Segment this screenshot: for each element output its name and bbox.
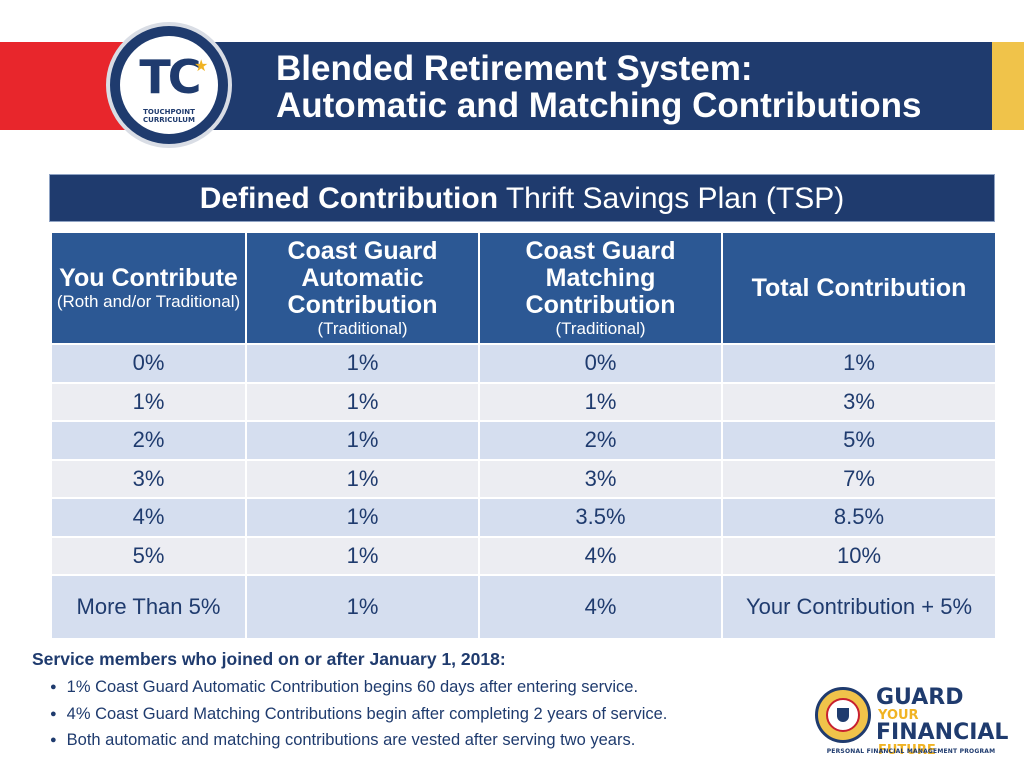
- table-cell: 4%: [50, 497, 247, 538]
- table-row: 1% 1% 1% 3%: [50, 381, 997, 422]
- table-cell: 2%: [478, 420, 723, 461]
- table-row: More Than 5% 1% 4% Your Contribution + 5…: [50, 574, 997, 640]
- table-cell: 2%: [50, 420, 247, 461]
- table-cell: 7%: [721, 458, 997, 499]
- header-subtitle: (Traditional): [317, 318, 408, 338]
- table-cell: 3%: [50, 458, 247, 499]
- header-subtitle: (Traditional): [555, 318, 646, 338]
- header-title: Coast Guard Automatic Contribution: [287, 236, 438, 319]
- table-cell: 1%: [245, 458, 480, 499]
- logo-letters: TC: [139, 50, 201, 104]
- header-subtitle: (Roth and/or Traditional): [56, 291, 241, 311]
- program-tagline: PERSONAL FINANCIAL MANAGEMENT PROGRAM: [826, 748, 996, 755]
- header-title: Total Contribution: [751, 273, 967, 302]
- table-row: 4% 1% 3.5% 8.5%: [50, 497, 997, 538]
- table-cell: 1%: [245, 574, 480, 640]
- header-total-contribution: Total Contribution: [721, 231, 997, 345]
- title-line-2: Automatic and Matching Contributions: [276, 86, 922, 125]
- guard-your-financial-future-logo: GUARD YOUR FINANCIAL FUTURE: [876, 685, 1009, 758]
- page-title: Blended Retirement System: Automatic and…: [276, 50, 922, 124]
- list-item: Both automatic and matching contribution…: [50, 729, 667, 756]
- table-cell: 1%: [721, 343, 997, 384]
- logo-line-future: FUTURE: [878, 743, 936, 758]
- logo-subtitle: TOUCHPOINT CURRICULUM: [143, 108, 195, 124]
- touchpoint-curriculum-logo: TC ★ TOUCHPOINT CURRICULUM: [106, 22, 232, 148]
- header-gold-band: [992, 42, 1024, 130]
- banner-regular: Thrift Savings Plan (TSP): [498, 182, 845, 215]
- logo-line-guard: GUARD: [876, 685, 964, 710]
- table-cell: 1%: [245, 497, 480, 538]
- contribution-table: You Contribute (Roth and/or Traditional)…: [50, 231, 997, 640]
- logo-line-your: YOUR: [878, 708, 919, 723]
- logo-line-financial: FINANCIAL: [876, 720, 1009, 745]
- table-cell: 8.5%: [721, 497, 997, 538]
- table-cell: 5%: [50, 535, 247, 576]
- header-blue-band: [150, 42, 992, 130]
- table-row: 3% 1% 3% 7%: [50, 458, 997, 499]
- star-icon: ★: [194, 58, 209, 75]
- table-cell: 1%: [245, 343, 480, 384]
- table-row: 0% 1% 0% 1%: [50, 343, 997, 384]
- table-cell: 1%: [478, 381, 723, 422]
- table-cell: 0%: [50, 343, 247, 384]
- table-cell: 4%: [478, 535, 723, 576]
- table-cell: 4%: [478, 574, 723, 640]
- notes-list: 1% Coast Guard Automatic Contribution be…: [50, 676, 668, 756]
- table-cell: More Than 5%: [50, 574, 247, 640]
- table-header-row: You Contribute (Roth and/or Traditional)…: [50, 231, 997, 345]
- header-title: Coast Guard Matching Contribution: [525, 236, 676, 319]
- table-cell: 1%: [245, 535, 480, 576]
- table-row: 2% 1% 2% 5%: [50, 420, 997, 461]
- table-cell: 1%: [245, 381, 480, 422]
- header-matching-contribution: Coast Guard Matching Contribution (Tradi…: [478, 231, 723, 345]
- table-cell: 3.5%: [478, 497, 723, 538]
- notes-title: Service members who joined on or after J…: [32, 649, 506, 669]
- table-row: 5% 1% 4% 10%: [50, 535, 997, 576]
- header-automatic-contribution: Coast Guard Automatic Contribution (Trad…: [245, 231, 480, 345]
- table-cell: 1%: [245, 420, 480, 461]
- header-title: You Contribute: [59, 263, 238, 292]
- table-cell: 3%: [721, 381, 997, 422]
- section-banner: Defined Contribution Thrift Savings Plan…: [49, 174, 995, 222]
- coast-guard-seal-icon: [815, 687, 871, 743]
- table-cell: Your Contribution + 5%: [721, 574, 997, 640]
- title-line-1: Blended Retirement System:: [276, 49, 753, 88]
- table-cell: 0%: [478, 343, 723, 384]
- list-item: 4% Coast Guard Matching Contributions be…: [50, 703, 668, 730]
- banner-bold: Defined Contribution: [199, 182, 499, 215]
- table-cell: 5%: [721, 420, 997, 461]
- list-item: 1% Coast Guard Automatic Contribution be…: [50, 676, 667, 703]
- table-cell: 10%: [721, 535, 997, 576]
- header-you-contribute: You Contribute (Roth and/or Traditional): [50, 231, 247, 345]
- table-cell: 3%: [478, 458, 723, 499]
- table-cell: 1%: [50, 381, 247, 422]
